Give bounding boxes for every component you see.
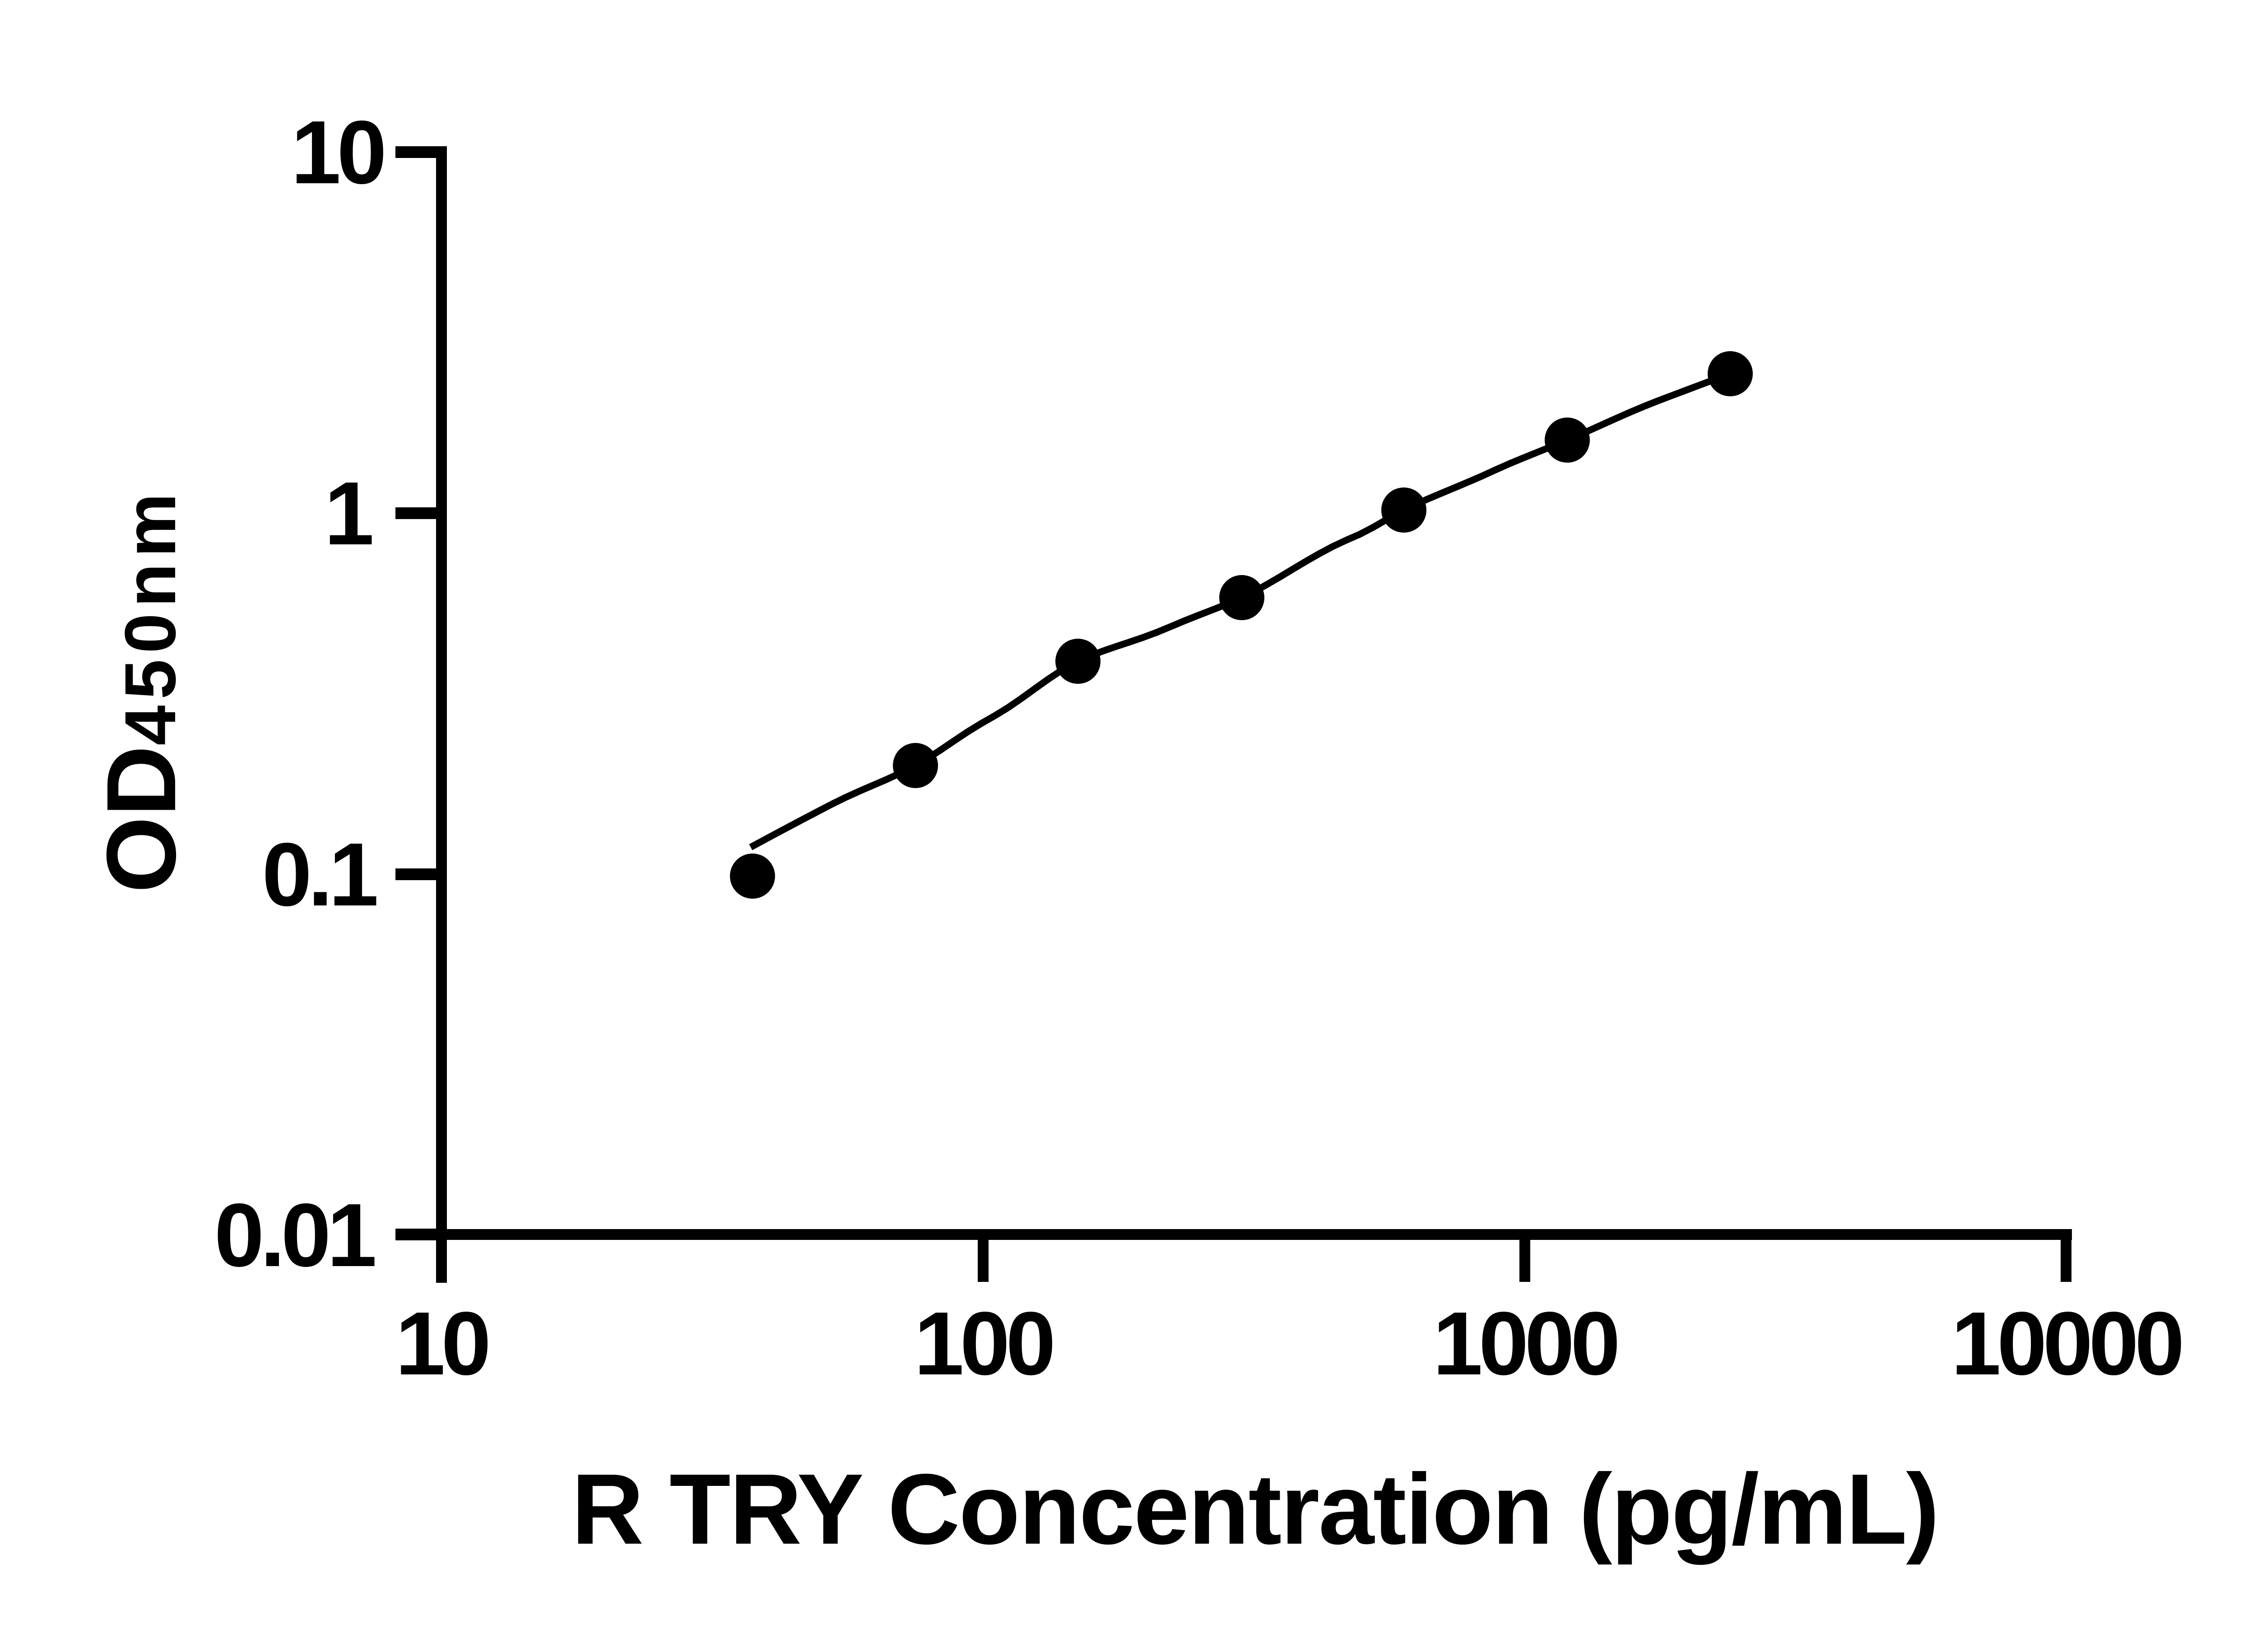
svg-text:10: 10 <box>395 1294 488 1394</box>
svg-text:1000: 1000 <box>1433 1294 1617 1394</box>
svg-text:10000: 10000 <box>1951 1294 2181 1394</box>
svg-text:0.1: 0.1 <box>262 825 376 925</box>
svg-text:1: 1 <box>324 464 372 564</box>
svg-text:100: 100 <box>914 1294 1052 1394</box>
svg-text:R TRY Concentration (pg/mL): R TRY Concentration (pg/mL) <box>571 1453 1938 1565</box>
svg-text:10: 10 <box>291 102 384 203</box>
svg-text:0.01: 0.01 <box>214 1185 375 1285</box>
